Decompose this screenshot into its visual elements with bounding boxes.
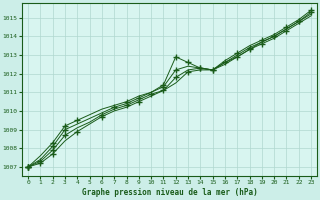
X-axis label: Graphe pression niveau de la mer (hPa): Graphe pression niveau de la mer (hPa)	[82, 188, 258, 197]
